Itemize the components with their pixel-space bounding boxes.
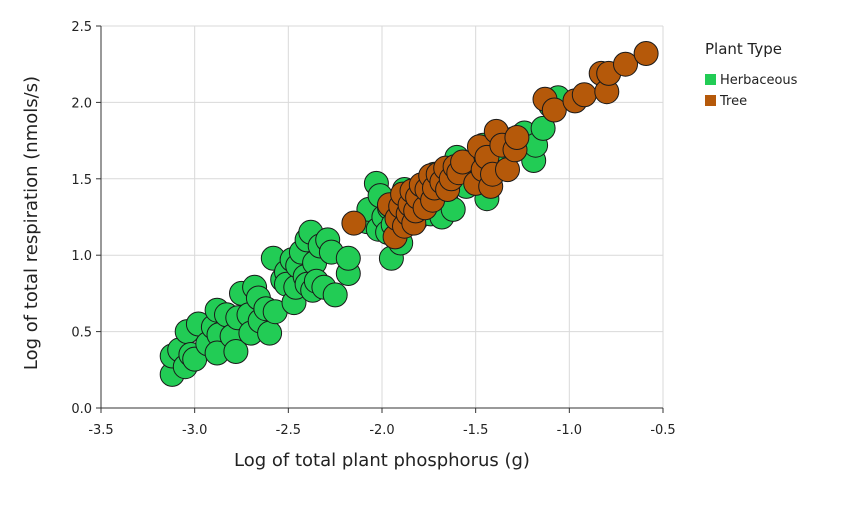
tree-point <box>504 125 530 150</box>
axes: -3.5 -3.0 -2.5 -2.0 -1.5 -1.0 -0.5 0.0 0.5 1.0 1.5… <box>71 20 675 438</box>
legend-items: Herbaceous Tree <box>705 73 798 109</box>
legend-label-herbaceous: Herbaceous <box>720 73 798 88</box>
legend-swatch-herbaceous <box>705 74 716 85</box>
y-tick-label: 0.5 <box>71 326 92 341</box>
y-tick-label: 2.5 <box>71 20 92 35</box>
x-tick-label: -0.5 <box>650 423 675 438</box>
legend-label-tree: Tree <box>719 94 747 109</box>
legend: Plant Type Herbaceous Tree <box>705 40 798 109</box>
y-tick-label: 0.0 <box>71 402 92 417</box>
tree-point <box>541 97 567 123</box>
herbaceous-point <box>335 245 361 271</box>
x-axis-title: Log of total plant phosphorus (g) <box>234 450 530 471</box>
x-tick-label: -1.0 <box>557 423 582 438</box>
tree-point <box>341 210 367 236</box>
x-tick-label: -2.0 <box>369 423 394 438</box>
tree-point <box>571 82 597 108</box>
y-tick-label: 1.0 <box>71 249 92 264</box>
herbaceous-point <box>322 282 348 308</box>
herbaceous-point <box>223 339 249 364</box>
legend-swatch-tree <box>705 95 716 106</box>
herbaceous-point <box>257 320 283 346</box>
tree-point <box>613 51 638 77</box>
x-tick-label: -3.5 <box>88 423 113 438</box>
x-tick-label: -2.5 <box>276 423 301 438</box>
legend-title: Plant Type <box>705 40 782 58</box>
data-points <box>159 41 659 387</box>
grid <box>100 25 664 409</box>
x-tick-label: -1.5 <box>463 423 488 438</box>
y-tick-label: 1.5 <box>71 173 92 188</box>
x-tick-label: -3.0 <box>182 423 207 438</box>
y-tick-label: 2.0 <box>71 96 92 111</box>
herbaceous-point <box>530 115 556 141</box>
tree-point <box>633 41 659 66</box>
y-axis-title: Log of total respiration (nmols/s) <box>21 76 42 370</box>
